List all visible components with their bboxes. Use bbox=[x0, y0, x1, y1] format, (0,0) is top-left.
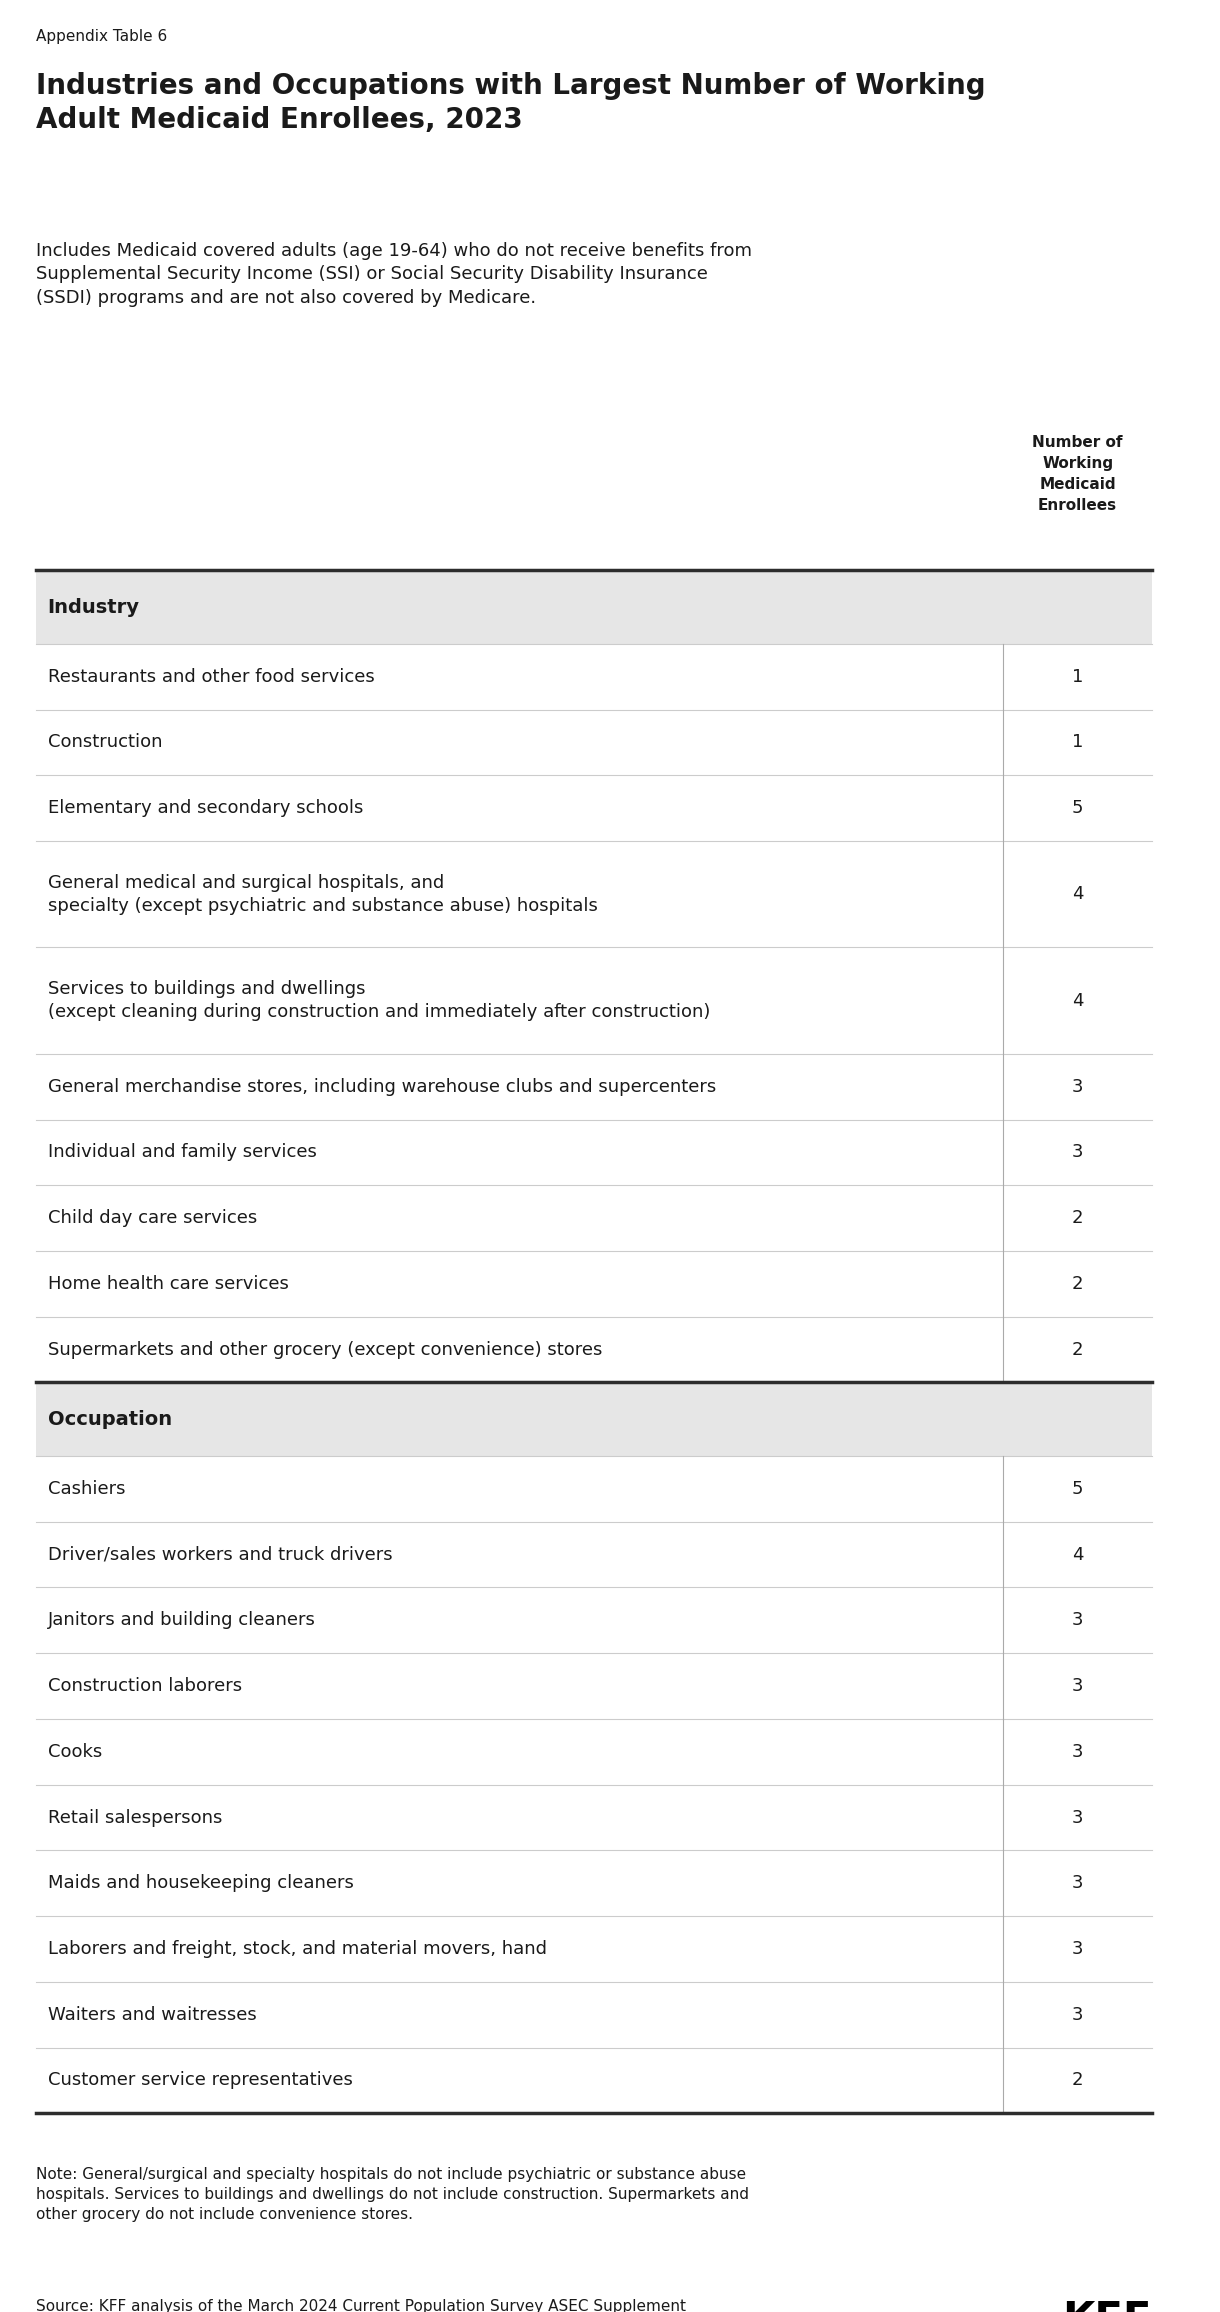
Text: Supermarkets and other grocery (except convenience) stores: Supermarkets and other grocery (except c… bbox=[48, 1341, 601, 1359]
Text: 5: 5 bbox=[1072, 800, 1083, 816]
Text: 3: 3 bbox=[1072, 1940, 1083, 1958]
Text: 3: 3 bbox=[1072, 1676, 1083, 1695]
Text: 3: 3 bbox=[1072, 1808, 1083, 1826]
Text: Customer service representatives: Customer service representatives bbox=[48, 2072, 353, 2090]
Text: 1: 1 bbox=[1072, 668, 1083, 687]
Text: Child day care services: Child day care services bbox=[48, 1209, 256, 1228]
Text: Maids and housekeeping cleaners: Maids and housekeeping cleaners bbox=[48, 1875, 354, 1891]
Text: Number of
Working
Medicaid
Enrollees: Number of Working Medicaid Enrollees bbox=[1032, 435, 1122, 513]
FancyBboxPatch shape bbox=[35, 571, 1152, 643]
Text: 3: 3 bbox=[1072, 1875, 1083, 1891]
Text: 3: 3 bbox=[1072, 1144, 1083, 1161]
Text: 3: 3 bbox=[1072, 1611, 1083, 1630]
Text: Retail salespersons: Retail salespersons bbox=[48, 1808, 222, 1826]
Text: Cooks: Cooks bbox=[48, 1743, 101, 1762]
Text: KFF: KFF bbox=[1063, 2298, 1152, 2312]
Text: 5: 5 bbox=[1072, 1480, 1083, 1498]
Text: 2: 2 bbox=[1072, 2072, 1083, 2090]
Text: Industries and Occupations with Largest Number of Working
Adult Medicaid Enrolle: Industries and Occupations with Largest … bbox=[35, 72, 986, 134]
Text: Source: KFF analysis of the March 2024 Current Population Survey ASEC Supplement: Source: KFF analysis of the March 2024 C… bbox=[35, 2298, 686, 2312]
Text: 4: 4 bbox=[1072, 1544, 1083, 1563]
Text: Construction: Construction bbox=[48, 733, 162, 751]
Text: 2: 2 bbox=[1072, 1274, 1083, 1292]
Text: 2: 2 bbox=[1072, 1209, 1083, 1228]
Text: Appendix Table 6: Appendix Table 6 bbox=[35, 30, 167, 44]
Text: Laborers and freight, stock, and material movers, hand: Laborers and freight, stock, and materia… bbox=[48, 1940, 547, 1958]
Text: Elementary and secondary schools: Elementary and secondary schools bbox=[48, 800, 362, 816]
Text: Home health care services: Home health care services bbox=[48, 1274, 288, 1292]
Text: Includes Medicaid covered adults (age 19-64) who do not receive benefits from
Su: Includes Medicaid covered adults (age 19… bbox=[35, 243, 752, 307]
Text: Driver/sales workers and truck drivers: Driver/sales workers and truck drivers bbox=[48, 1544, 392, 1563]
Text: Cashiers: Cashiers bbox=[48, 1480, 124, 1498]
Text: General medical and surgical hospitals, and
specialty (except psychiatric and su: General medical and surgical hospitals, … bbox=[48, 874, 598, 916]
Text: Individual and family services: Individual and family services bbox=[48, 1144, 316, 1161]
Text: 1: 1 bbox=[1072, 733, 1083, 751]
Text: Restaurants and other food services: Restaurants and other food services bbox=[48, 668, 375, 687]
Text: Waiters and waitresses: Waiters and waitresses bbox=[48, 2007, 256, 2023]
Text: Services to buildings and dwellings
(except cleaning during construction and imm: Services to buildings and dwellings (exc… bbox=[48, 980, 710, 1022]
Text: General merchandise stores, including warehouse clubs and supercenters: General merchandise stores, including wa… bbox=[48, 1077, 716, 1096]
Text: 4: 4 bbox=[1072, 885, 1083, 904]
Text: Occupation: Occupation bbox=[48, 1410, 172, 1429]
Text: 3: 3 bbox=[1072, 1743, 1083, 1762]
FancyBboxPatch shape bbox=[35, 1383, 1152, 1457]
Text: Construction laborers: Construction laborers bbox=[48, 1676, 242, 1695]
Text: Note: General/surgical and specialty hospitals do not include psychiatric or sub: Note: General/surgical and specialty hos… bbox=[35, 2166, 749, 2222]
Text: 4: 4 bbox=[1072, 992, 1083, 1010]
Text: 3: 3 bbox=[1072, 1077, 1083, 1096]
Text: 2: 2 bbox=[1072, 1341, 1083, 1359]
Text: 3: 3 bbox=[1072, 2007, 1083, 2023]
Text: Industry: Industry bbox=[48, 596, 139, 617]
Text: Janitors and building cleaners: Janitors and building cleaners bbox=[48, 1611, 316, 1630]
